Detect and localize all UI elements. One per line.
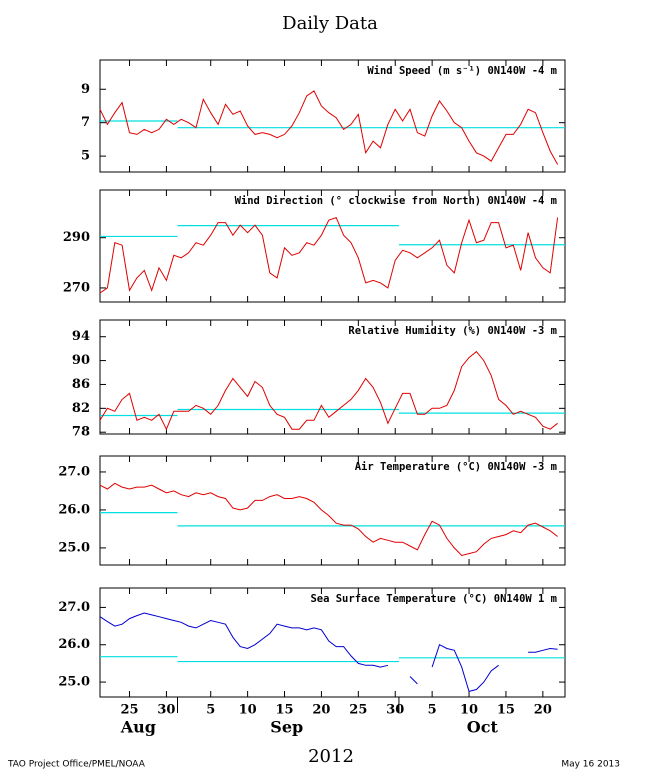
footer-right: May 16 2013 bbox=[561, 760, 620, 770]
year-label: 2012 bbox=[308, 746, 354, 767]
x-tick-label: 30 bbox=[157, 703, 175, 718]
x-tick-label: 5 bbox=[428, 703, 437, 718]
x-tick-label: 15 bbox=[275, 703, 293, 718]
panel-title: Sea Surface Temperature (°C) 0N140W 1 m bbox=[310, 593, 557, 605]
panel-title: Air Temperature (°C) 0N140W -3 m bbox=[355, 461, 557, 473]
y-tick-label: 7 bbox=[81, 115, 90, 130]
y-tick-label: 9 bbox=[81, 82, 90, 97]
x-tick-label: 25 bbox=[120, 703, 138, 718]
y-tick-label: 27.0 bbox=[58, 464, 90, 479]
y-tick-label: 27.0 bbox=[58, 600, 90, 615]
data-line bbox=[99, 216, 559, 294]
y-tick-label: 26.0 bbox=[58, 502, 90, 517]
data-line bbox=[99, 90, 559, 165]
data-line bbox=[99, 612, 558, 693]
month-label: Sep bbox=[270, 718, 303, 737]
y-tick-label: 5 bbox=[81, 149, 90, 164]
x-tick-label: 15 bbox=[497, 703, 515, 718]
x-tick-label: 20 bbox=[534, 703, 552, 718]
x-tick-label: 5 bbox=[206, 703, 215, 718]
panel-title: Wind Speed (m s⁻¹) 0N140W -4 m bbox=[367, 65, 557, 77]
panel-title: Wind Direction (° clockwise from North) … bbox=[235, 195, 557, 207]
y-tick-label: 82 bbox=[72, 401, 90, 416]
data-line bbox=[99, 482, 558, 557]
x-tick-label: 20 bbox=[312, 703, 330, 718]
y-tick-label: 270 bbox=[63, 280, 90, 295]
x-tick-label: 30 bbox=[386, 703, 404, 718]
y-tick-label: 90 bbox=[72, 353, 90, 368]
panel-frame bbox=[99, 455, 566, 566]
panel-title: Relative Humidity (%) 0N140W -3 m bbox=[348, 325, 557, 337]
panel-frame bbox=[99, 319, 566, 435]
y-tick-label: 25.0 bbox=[58, 540, 90, 555]
y-tick-label: 290 bbox=[63, 230, 90, 245]
month-label: Aug bbox=[120, 718, 156, 737]
y-tick-label: 86 bbox=[72, 377, 90, 392]
panel-frame bbox=[99, 189, 566, 303]
chart-title: Daily Data bbox=[282, 13, 378, 34]
x-tick-label: 10 bbox=[460, 703, 478, 718]
footer-left: TAO Project Office/PMEL/NOAA bbox=[7, 760, 146, 770]
y-tick-label: 25.0 bbox=[58, 675, 90, 690]
x-tick-label: 10 bbox=[239, 703, 257, 718]
y-tick-label: 26.0 bbox=[58, 637, 90, 652]
y-tick-label: 78 bbox=[72, 425, 90, 440]
data-line bbox=[99, 350, 558, 431]
y-tick-label: 94 bbox=[72, 329, 90, 344]
panel-frame bbox=[99, 587, 566, 698]
x-tick-label: 25 bbox=[349, 703, 367, 718]
month-label: Oct bbox=[467, 718, 499, 737]
panel-frame bbox=[99, 59, 566, 173]
